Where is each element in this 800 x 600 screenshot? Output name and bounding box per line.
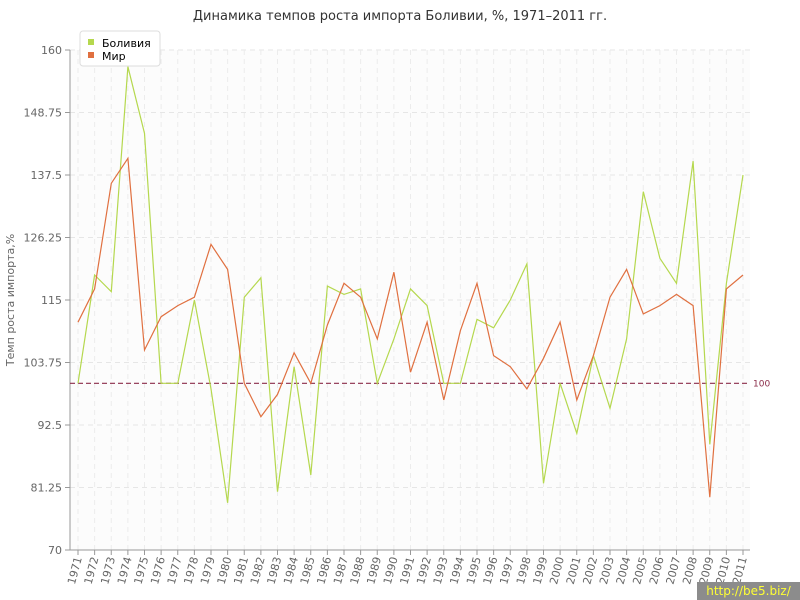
series-line-world [77, 156, 744, 498]
legend-label-world: Мир [102, 50, 126, 63]
reference-line-label: 100 [753, 379, 770, 389]
watermark[interactable]: http://be5.biz/ [697, 582, 800, 600]
y-tick-label: 137.5 [31, 169, 63, 182]
y-tick-label: 126.25 [24, 232, 63, 245]
legend-label-bolivia: Боливия [102, 37, 151, 50]
legend-box [79, 30, 161, 67]
y-tick-label: 70 [48, 544, 62, 557]
legend: Боливия Мир [79, 30, 161, 67]
legend-swatch-bolivia [88, 39, 94, 45]
legend-swatch-world [88, 52, 94, 58]
y-tick-label: 92.5 [38, 419, 63, 432]
series-lines [77, 66, 744, 503]
y-tick-label: 148.75 [24, 107, 63, 120]
reference-line-group: 100 [70, 379, 770, 389]
series-line-bolivia [77, 66, 744, 503]
axes [65, 49, 750, 555]
y-tick-label: 103.75 [24, 357, 63, 370]
x-tick-labels: 1971197219731974197519761977197819791980… [65, 555, 750, 585]
chart-title: Динамика темпов роста импорта Боливии, %… [192, 9, 608, 24]
y-tick-labels: 70 81.25 92.5 103.75 115 126.25 137.5 148.75 160 [24, 44, 63, 557]
y-tick-label: 160 [41, 44, 62, 57]
y-tick-label: 115 [41, 294, 62, 307]
grid [70, 49, 750, 551]
y-axis-label: Темп роста импорта,% [4, 234, 17, 367]
y-tick-label: 81.25 [31, 482, 63, 495]
